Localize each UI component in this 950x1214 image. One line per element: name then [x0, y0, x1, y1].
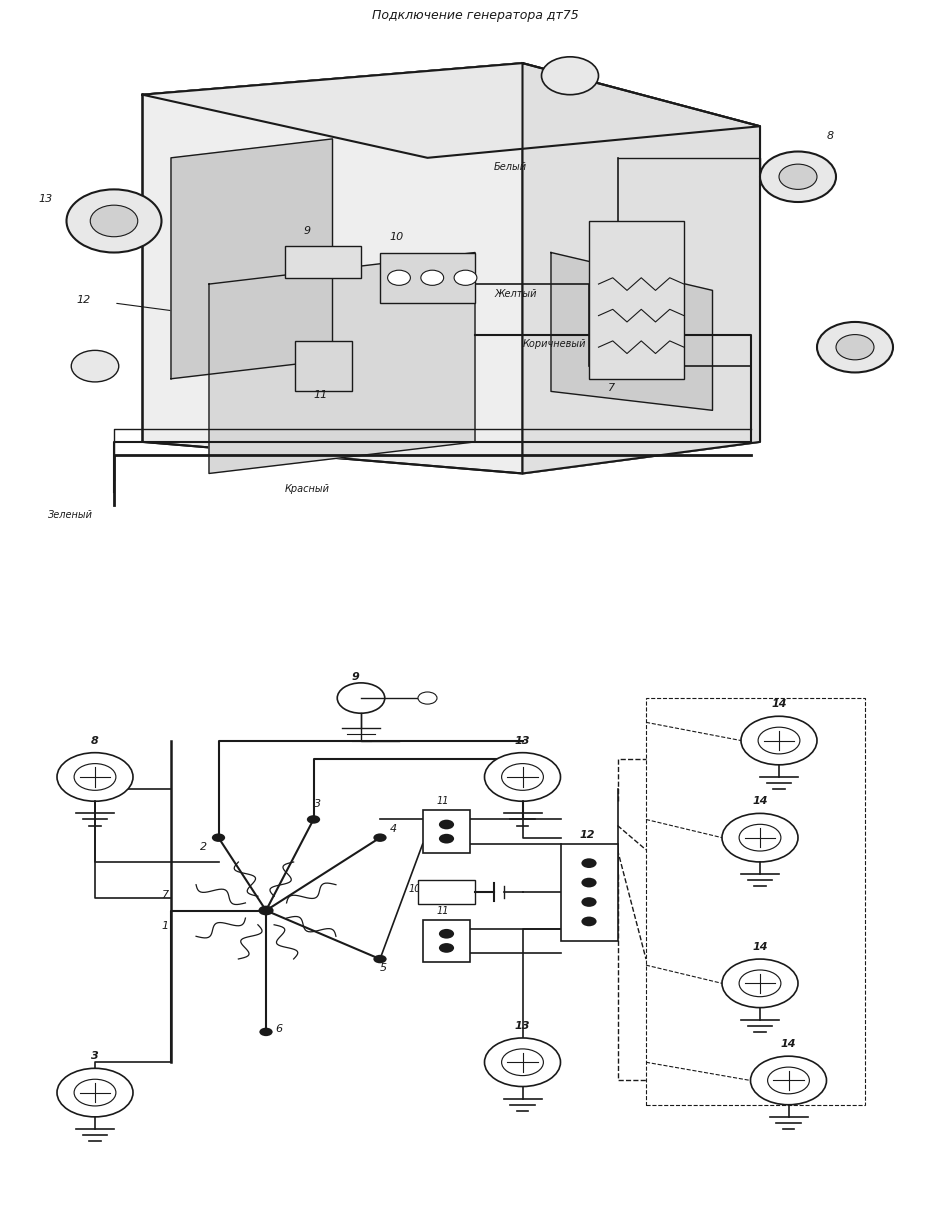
Circle shape: [722, 959, 798, 1008]
Polygon shape: [209, 253, 475, 473]
Bar: [294, 341, 352, 391]
Text: 14: 14: [752, 942, 768, 952]
Text: 3: 3: [91, 1051, 99, 1061]
Circle shape: [74, 1079, 116, 1106]
Circle shape: [484, 1038, 560, 1087]
Circle shape: [307, 816, 320, 824]
Text: 8: 8: [91, 736, 99, 745]
Bar: [423, 920, 470, 961]
Circle shape: [760, 152, 836, 202]
Polygon shape: [142, 63, 522, 473]
Text: 9: 9: [352, 671, 359, 682]
Circle shape: [90, 205, 138, 237]
Text: Желтый: Желтый: [494, 289, 537, 299]
Circle shape: [542, 57, 598, 95]
Text: 9: 9: [304, 226, 312, 236]
Text: 14: 14: [781, 1039, 796, 1049]
Text: 8: 8: [826, 131, 834, 141]
Text: Красный: Красный: [285, 484, 330, 494]
Circle shape: [439, 834, 454, 844]
Circle shape: [71, 351, 119, 382]
Circle shape: [768, 1067, 809, 1094]
Circle shape: [57, 1068, 133, 1117]
Circle shape: [66, 189, 162, 253]
Circle shape: [502, 1049, 543, 1076]
Circle shape: [750, 1056, 826, 1105]
Text: 13: 13: [38, 194, 52, 204]
Circle shape: [739, 970, 781, 997]
Text: 6: 6: [276, 1023, 283, 1034]
Polygon shape: [522, 63, 760, 473]
Polygon shape: [171, 138, 332, 379]
Circle shape: [836, 335, 874, 359]
Circle shape: [439, 943, 454, 953]
Circle shape: [259, 1027, 273, 1036]
Polygon shape: [142, 63, 760, 158]
Circle shape: [373, 954, 387, 964]
Text: 11: 11: [437, 906, 449, 915]
Circle shape: [581, 917, 597, 926]
Text: Белый: Белый: [494, 163, 527, 172]
Text: 12: 12: [580, 829, 595, 840]
Bar: [423, 811, 470, 852]
Text: 5: 5: [380, 963, 388, 974]
Polygon shape: [551, 253, 712, 410]
Text: 14: 14: [752, 796, 768, 806]
Polygon shape: [142, 63, 760, 473]
Text: 1: 1: [162, 920, 169, 931]
Circle shape: [439, 819, 454, 829]
Circle shape: [581, 858, 597, 868]
Text: 13: 13: [515, 736, 530, 745]
Text: 4: 4: [390, 823, 397, 834]
Text: 7: 7: [608, 384, 616, 393]
Circle shape: [388, 271, 410, 285]
Circle shape: [57, 753, 133, 801]
Text: 11: 11: [437, 796, 449, 806]
Text: 14: 14: [771, 699, 787, 709]
Bar: [589, 221, 684, 379]
Bar: [418, 880, 475, 904]
Text: 10: 10: [408, 884, 421, 895]
Bar: [285, 246, 361, 278]
Circle shape: [779, 164, 817, 189]
Text: 7: 7: [162, 890, 169, 901]
Circle shape: [484, 753, 560, 801]
Text: 3: 3: [314, 799, 320, 810]
Circle shape: [581, 897, 597, 907]
Circle shape: [817, 322, 893, 373]
Circle shape: [739, 824, 781, 851]
Circle shape: [439, 929, 454, 938]
Text: 11: 11: [314, 390, 328, 399]
Circle shape: [421, 271, 444, 285]
Circle shape: [418, 692, 437, 704]
Circle shape: [758, 727, 800, 754]
Circle shape: [502, 764, 543, 790]
Circle shape: [373, 833, 387, 843]
Bar: [380, 253, 475, 304]
Text: Зеленый: Зеленый: [48, 510, 92, 520]
Circle shape: [337, 682, 385, 713]
Circle shape: [454, 271, 477, 285]
Text: 12: 12: [76, 295, 90, 305]
Text: Коричневый: Коричневый: [522, 339, 586, 350]
Text: 13: 13: [515, 1021, 530, 1031]
Circle shape: [581, 878, 597, 887]
Circle shape: [212, 833, 225, 843]
Text: 10: 10: [390, 232, 404, 242]
Bar: [560, 844, 618, 941]
Circle shape: [722, 813, 798, 862]
Circle shape: [74, 764, 116, 790]
Circle shape: [258, 906, 274, 915]
Text: Подключение генератора дт75: Подключение генератора дт75: [371, 8, 579, 22]
Circle shape: [741, 716, 817, 765]
Text: 2: 2: [200, 841, 207, 852]
